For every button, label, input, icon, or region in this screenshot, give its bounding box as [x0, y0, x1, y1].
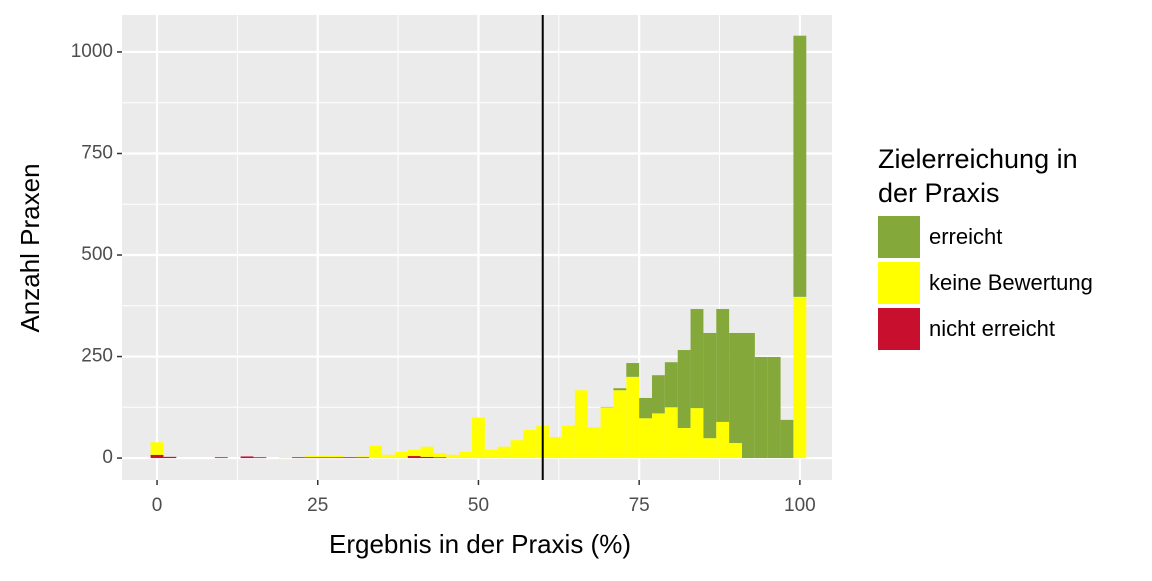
- bar: [575, 390, 588, 458]
- bar: [678, 428, 691, 458]
- bar: [331, 457, 344, 458]
- bar: [626, 377, 639, 458]
- bar: [665, 362, 678, 407]
- bar: [318, 456, 331, 457]
- bar: [691, 408, 704, 458]
- y-tick-label: 750: [81, 143, 113, 164]
- x-tick-label: 75: [629, 495, 650, 516]
- legend-item: erreicht: [878, 214, 1148, 260]
- bar: [151, 455, 164, 458]
- bar: [356, 456, 369, 457]
- bar: [716, 422, 729, 458]
- bar: [601, 407, 614, 458]
- bar: [151, 442, 164, 455]
- bar: [485, 450, 498, 458]
- bar: [652, 413, 665, 458]
- bar: [382, 455, 395, 458]
- x-tick-label: 100: [784, 495, 816, 516]
- bar: [716, 309, 729, 422]
- bar: [768, 357, 781, 458]
- bar: [305, 456, 318, 457]
- bar: [639, 398, 652, 418]
- bar: [793, 36, 806, 297]
- bar: [703, 438, 716, 458]
- y-axis-title: Anzahl Praxen: [15, 163, 45, 332]
- y-tick-label: 250: [81, 346, 113, 367]
- bar: [395, 452, 408, 458]
- bar: [549, 437, 562, 458]
- bar: [498, 447, 511, 458]
- bar: [305, 457, 318, 458]
- y-tick-label: 0: [102, 447, 113, 468]
- bar: [433, 453, 446, 457]
- bar: [523, 430, 536, 458]
- bar: [626, 363, 639, 377]
- bar: [318, 457, 331, 458]
- bar: [408, 456, 421, 458]
- bar: [343, 457, 356, 458]
- bar: [292, 457, 305, 458]
- bar: [459, 452, 472, 458]
- y-tick-label: 1000: [71, 41, 113, 62]
- bar: [703, 333, 716, 438]
- y-tick-label: 500: [81, 244, 113, 265]
- bar: [613, 388, 626, 390]
- bar: [755, 357, 768, 458]
- legend-title: Zielerreichung in der Praxis: [878, 142, 1088, 210]
- bar: [433, 457, 446, 458]
- x-tick-label: 25: [307, 495, 328, 516]
- legend-item: nicht erreicht: [878, 306, 1148, 352]
- bar: [408, 450, 421, 456]
- bar: [253, 457, 266, 458]
- legend-label: nicht erreicht: [929, 316, 1055, 342]
- bar: [446, 455, 459, 458]
- legend-key: [878, 308, 920, 350]
- bar: [331, 456, 344, 457]
- bar: [279, 457, 292, 458]
- legend-key: [878, 262, 920, 304]
- bar: [793, 297, 806, 458]
- bar: [729, 333, 742, 443]
- bar: [163, 457, 176, 458]
- bar: [562, 426, 575, 458]
- bar: [742, 333, 755, 458]
- legend-key: [878, 216, 920, 258]
- bar: [781, 420, 794, 458]
- bar: [613, 390, 626, 458]
- legend-label: keine Bewertung: [929, 270, 1093, 296]
- bar: [678, 350, 691, 428]
- bar: [215, 457, 228, 458]
- x-tick-label: 0: [152, 495, 163, 516]
- bar: [665, 407, 678, 458]
- bar: [588, 427, 601, 458]
- x-tick-label: 50: [468, 495, 489, 516]
- bar: [356, 457, 369, 458]
- bar: [421, 447, 434, 457]
- bar: [639, 418, 652, 458]
- bar: [369, 446, 382, 458]
- bar: [652, 375, 665, 413]
- bar: [729, 443, 742, 458]
- legend-item: keine Bewertung: [878, 260, 1148, 306]
- bar: [691, 309, 704, 408]
- x-axis-title: Ergebnis in der Praxis (%): [329, 529, 631, 559]
- bar: [472, 417, 485, 458]
- bar: [241, 456, 254, 458]
- bar: [511, 440, 524, 458]
- bar: [421, 457, 434, 458]
- legend-label: erreicht: [929, 224, 1002, 250]
- legend: Zielerreichung in der Praxis erreicht kei…: [878, 142, 1148, 352]
